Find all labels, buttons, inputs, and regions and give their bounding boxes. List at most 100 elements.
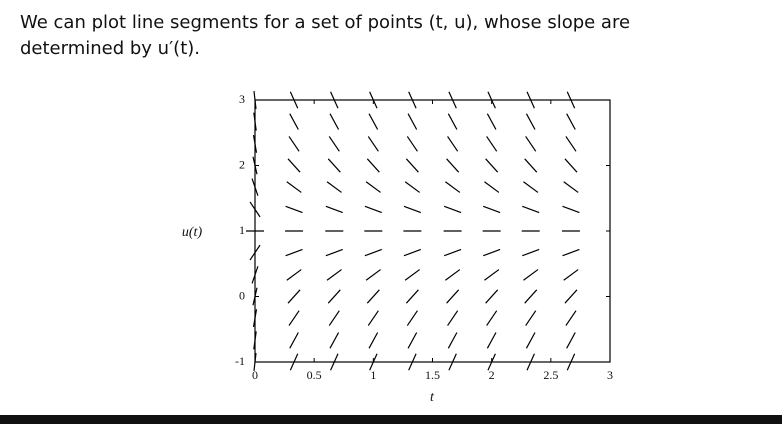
slope-segment [287,289,301,304]
slope-segment [525,113,536,130]
slope-segment [365,181,381,193]
slope-segment [486,310,498,326]
slope-segment [443,248,462,257]
slope-segment [289,353,299,371]
slope-segment [364,248,382,257]
x-axis-label: t [430,390,435,405]
slope-segment [289,113,299,130]
slope-segment [405,158,419,173]
slope-segment [249,244,261,261]
slope-segment [486,136,498,152]
slope-segment [447,113,458,130]
slope-segment [447,332,458,349]
slope-segment [285,205,303,214]
slope-segment [524,158,538,173]
slope-segment [366,289,380,304]
bottom-bar [0,415,782,424]
slope-segment [403,248,422,257]
slope-segment [487,353,496,371]
slope-segment [326,181,342,193]
slope-segment [253,112,257,131]
x-tick-label: 1.5 [425,368,440,382]
slope-segment [251,266,259,284]
slope-segment [447,310,459,326]
x-tick-label: 0 [252,368,258,382]
slope-segment [252,156,258,175]
slope-segment [564,158,578,173]
slope-segment [408,91,417,109]
slope-segment [565,310,577,326]
slope-segment [485,289,499,304]
slope-segment [526,353,535,371]
slope-segment [487,91,496,109]
x-tick-label: 1 [370,368,376,382]
x-tick-label: 0.5 [307,368,322,382]
slope-segment [368,332,379,349]
slope-segment [253,90,257,110]
slope-segment [368,113,379,130]
slope-segment [253,331,257,350]
y-tick-label: -1 [235,354,245,368]
slope-segment [522,205,540,214]
slope-segment [523,181,539,193]
slope-segment [445,181,461,193]
slope-segment [369,91,378,109]
slope-segment [285,248,303,257]
slope-segment [447,136,459,152]
slope-segment [448,91,457,109]
slope-segment [448,353,457,371]
plot-frame [254,99,611,363]
slope-segment [562,248,580,257]
slope-segment [566,353,576,371]
slope-segment [249,201,261,218]
slope-segment [329,113,340,130]
slope-segment [526,91,535,109]
slope-segment [330,91,339,109]
slope-segment [404,181,420,193]
slope-segment [406,310,418,326]
slope-segment [364,205,382,214]
slope-segment [525,332,536,349]
slope-segment [445,269,461,281]
slope-segment [483,248,501,257]
slope-segment [406,136,418,152]
slope-segment [365,269,381,281]
slope-segment [563,181,579,193]
slope-segment [564,289,578,304]
y-tick-label: 3 [239,92,245,106]
slope-segment [403,205,422,214]
slope-segment [486,113,497,130]
x-tick-label: 2.5 [543,368,558,382]
slope-segment [328,136,340,152]
slope-segment [327,289,341,304]
slope-segment [485,158,499,173]
x-tick-label: 2 [489,368,495,382]
slope-segment [327,158,341,173]
slope-segment [286,181,302,193]
slide-text: We can plot line segments for a set of p… [20,12,631,59]
slope-segment [330,353,339,371]
slope-segment [524,289,538,304]
slope-segment [525,136,537,152]
slope-segment [563,269,579,281]
slope-segment [367,136,379,152]
slope-segment [253,352,257,372]
slope-segment [566,332,576,349]
slope-segment [408,353,417,371]
slope-segment [366,158,380,173]
y-tick-label: 2 [239,157,245,171]
x-tick-label: 3 [607,368,613,382]
slope-segment [407,332,418,349]
slope-segment [328,310,340,326]
slope-segment [286,269,302,281]
slope-segment [446,289,460,304]
slope-segment [252,287,258,306]
slope-segment [404,269,420,281]
slope-segment [325,248,343,257]
y-tick-label: 1 [239,223,245,237]
slope-segment [566,113,576,130]
slope-segment [252,309,258,328]
slope-segment [525,310,537,326]
